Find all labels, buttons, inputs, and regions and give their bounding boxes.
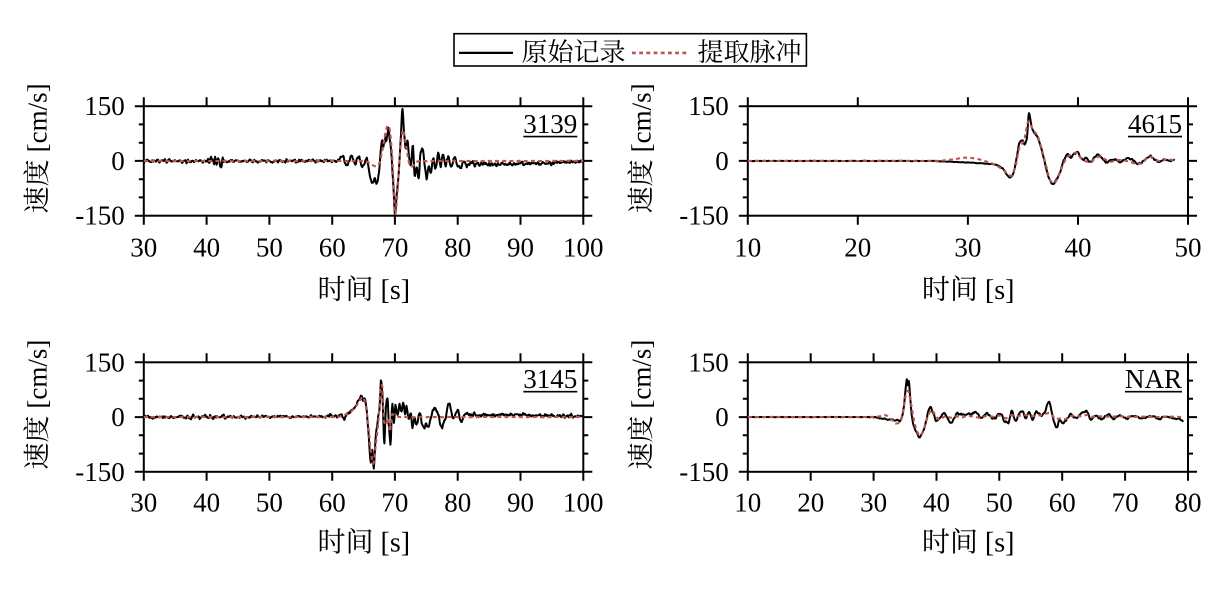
svg-text:0: 0 [111, 146, 125, 176]
svg-text:100: 100 [563, 233, 604, 263]
svg-text:-150: -150 [679, 457, 729, 487]
svg-text:80: 80 [444, 233, 471, 263]
svg-text:20: 20 [797, 488, 824, 518]
svg-text:150: 150 [84, 91, 125, 121]
svg-text:NAR: NAR [1125, 364, 1182, 394]
svg-text:3139: 3139 [523, 109, 577, 139]
svg-text:10: 10 [734, 488, 761, 518]
svg-text:[cm/s]: [cm/s] [22, 340, 52, 409]
svg-text:60: 60 [1049, 488, 1076, 518]
svg-text:30: 30 [954, 233, 981, 263]
svg-text:0: 0 [715, 402, 729, 432]
svg-text:3145: 3145 [523, 364, 577, 394]
svg-text:80: 80 [444, 488, 471, 518]
svg-text:[cm/s]: [cm/s] [626, 340, 656, 409]
svg-text:150: 150 [688, 347, 729, 377]
svg-text:-150: -150 [679, 201, 729, 231]
svg-text:70: 70 [381, 488, 408, 518]
svg-text:[s]: [s] [985, 528, 1015, 559]
svg-text:60: 60 [319, 488, 346, 518]
svg-text:70: 70 [381, 233, 408, 263]
svg-text:90: 90 [507, 488, 534, 518]
svg-text:4615: 4615 [1128, 109, 1182, 139]
svg-text:80: 80 [1175, 488, 1202, 518]
svg-text:100: 100 [563, 488, 604, 518]
svg-text:40: 40 [193, 488, 220, 518]
svg-text:30: 30 [130, 488, 157, 518]
svg-text:40: 40 [923, 488, 950, 518]
svg-text:90: 90 [507, 233, 534, 263]
svg-text:150: 150 [688, 91, 729, 121]
svg-text:40: 40 [193, 233, 220, 263]
svg-text:50: 50 [986, 488, 1013, 518]
svg-text:30: 30 [130, 233, 157, 263]
svg-text:-150: -150 [75, 457, 125, 487]
svg-text:0: 0 [111, 402, 125, 432]
svg-text:60: 60 [319, 233, 346, 263]
svg-text:0: 0 [715, 146, 729, 176]
svg-text:50: 50 [256, 488, 283, 518]
svg-text:50: 50 [1175, 233, 1202, 263]
svg-text:10: 10 [734, 233, 761, 263]
svg-text:[cm/s]: [cm/s] [22, 83, 52, 152]
svg-text:[cm/s]: [cm/s] [626, 83, 656, 152]
svg-text:[s]: [s] [985, 275, 1015, 306]
svg-text:150: 150 [84, 347, 125, 377]
svg-text:50: 50 [256, 233, 283, 263]
svg-text:70: 70 [1112, 488, 1139, 518]
svg-text:20: 20 [844, 233, 871, 263]
svg-text:-150: -150 [75, 201, 125, 231]
svg-text:[s]: [s] [381, 528, 411, 559]
svg-text:40: 40 [1065, 233, 1092, 263]
svg-text:30: 30 [860, 488, 887, 518]
svg-text:[s]: [s] [381, 275, 411, 306]
